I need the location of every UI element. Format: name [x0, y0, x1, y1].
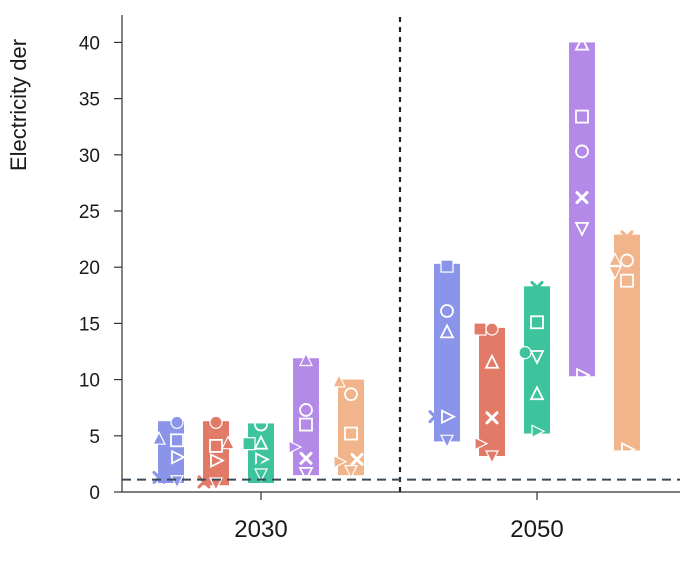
- marker-triangle-right: [210, 453, 226, 468]
- marker-square: [242, 437, 256, 451]
- marker-triangle-up: [332, 373, 346, 388]
- marker-triangle-right: [288, 440, 303, 455]
- data-markers: [122, 35, 680, 492]
- y-tick-label: 10: [79, 371, 100, 392]
- marker-x-stroke: [620, 230, 634, 244]
- range-bars: [158, 42, 640, 486]
- marker-triangle-right: [531, 424, 546, 439]
- marker-circle: [344, 387, 358, 402]
- marker-triangle-down: [254, 468, 268, 483]
- range-bar: [203, 421, 229, 486]
- marker-triangle-up: [574, 35, 590, 51]
- range-bar: [524, 286, 550, 434]
- marker-triangle-down: [574, 221, 590, 237]
- marker-triangle-up: [253, 434, 269, 450]
- y-tick-label: 25: [79, 202, 100, 223]
- y-tick-label: 35: [79, 90, 100, 111]
- marker-triangle-down: [344, 465, 358, 479]
- range-bar: [479, 327, 505, 457]
- x-tick-label: 2030: [234, 516, 287, 543]
- marker-triangle-up: [529, 385, 545, 401]
- y-axis-title-group: Electricity der: [6, 39, 31, 171]
- marker-square: [170, 433, 184, 448]
- marker-circle: [170, 415, 184, 429]
- marker-x: [428, 410, 442, 424]
- marker-x: [620, 230, 634, 244]
- marker-triangle-down: [485, 450, 499, 465]
- axes: 0 5 10 15 20 25 30 35 40 2030 2050: [79, 15, 680, 543]
- marker-triangle-up: [484, 353, 500, 369]
- marker-x: [350, 452, 364, 466]
- marker-square: [299, 417, 313, 432]
- marker-triangle-up: [439, 323, 455, 339]
- marker-circle: [518, 346, 532, 360]
- marker-triangle-right: [576, 367, 592, 383]
- marker-circle: [440, 304, 454, 318]
- y-tick-label: 0: [89, 483, 100, 504]
- marker-x-stroke: [299, 451, 313, 465]
- marker-x-stroke: [248, 460, 262, 474]
- marker-triangle-down: [209, 477, 223, 492]
- marker-square: [620, 273, 634, 288]
- marker-triangle-right: [474, 436, 489, 451]
- marker-x: [152, 470, 166, 484]
- marker-x-stroke: [575, 191, 589, 205]
- marker-triangle-up: [221, 435, 235, 450]
- marker-x: [299, 451, 313, 465]
- marker-x-stroke: [350, 452, 364, 466]
- marker-x-stroke: [485, 411, 499, 425]
- y-tick-label: 20: [79, 258, 100, 279]
- marker-x: [197, 475, 211, 489]
- y-tick-label: 5: [89, 427, 100, 448]
- marker-triangle-down: [440, 434, 454, 449]
- marker-triangle-right: [255, 451, 271, 467]
- marker-triangle-down: [298, 466, 314, 482]
- y-tick-label: 15: [79, 314, 100, 335]
- marker-square: [473, 322, 487, 336]
- marker-x-stroke: [197, 475, 211, 489]
- marker-circle: [209, 415, 223, 429]
- marker-square: [209, 439, 223, 453]
- marker-x-stroke: [428, 410, 442, 424]
- y-tick-label: 30: [79, 146, 100, 167]
- marker-triangle-down: [608, 266, 622, 281]
- x-tick-label: 2050: [510, 516, 563, 543]
- marker-x-stroke: [530, 280, 544, 294]
- marker-circle: [620, 253, 634, 268]
- marker-triangle-up: [608, 252, 622, 267]
- range-bar: [569, 42, 595, 377]
- marker-x: [530, 280, 544, 294]
- marker-square: [530, 315, 544, 330]
- marker-circle: [575, 144, 589, 159]
- marker-triangle-right: [441, 409, 457, 425]
- marker-circle: [299, 403, 313, 417]
- marker-square: [575, 109, 589, 124]
- marker-circle: [254, 417, 268, 432]
- marker-x: [575, 191, 589, 205]
- marker-triangle-down: [529, 350, 545, 366]
- y-tick-label: 40: [79, 33, 100, 54]
- marker-x: [485, 411, 499, 425]
- marker-triangle-right: [621, 441, 637, 457]
- marker-circle: [485, 322, 499, 336]
- marker-x-stroke: [152, 470, 166, 484]
- marker-triangle-up: [152, 430, 166, 445]
- marker-square: [440, 259, 454, 273]
- y-axis-title: Electricity der: [6, 39, 31, 171]
- marker-square: [344, 426, 358, 441]
- marker-triangle-right: [333, 454, 348, 469]
- marker-triangle-up: [299, 352, 313, 367]
- marker-triangle-right: [171, 449, 187, 465]
